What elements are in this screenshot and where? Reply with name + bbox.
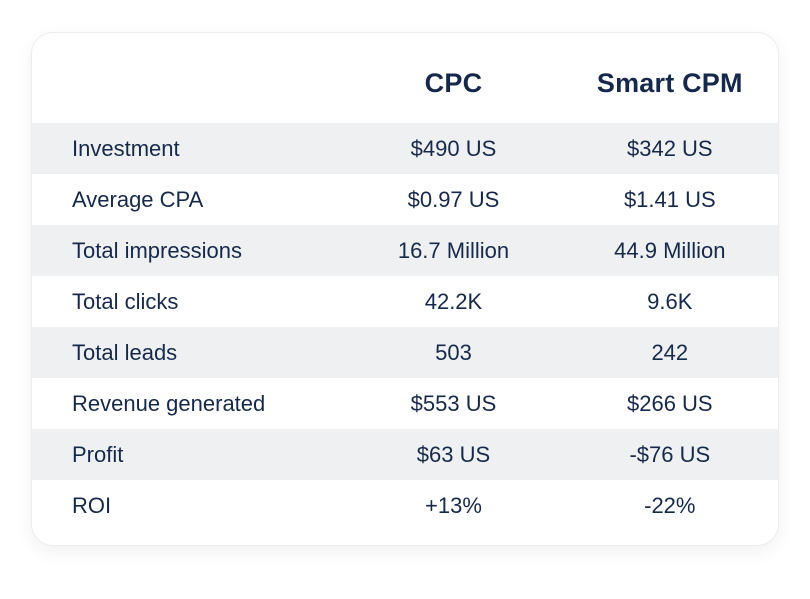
table-row: Total impressions 16.7 Million 44.9 Mill… [32, 225, 778, 276]
cpc-value: +13% [425, 492, 482, 518]
row-label: ROI [72, 492, 112, 518]
table-header-row: CPC Smart CPM [32, 43, 778, 123]
table-row: Revenue generated $553 US $266 US [32, 378, 778, 429]
cpc-value: 42.2K [424, 288, 483, 314]
row-label: Total leads [72, 339, 178, 365]
cpm-value: 44.9 Million [614, 237, 726, 263]
header-smart-cpm: Smart CPM [596, 67, 743, 98]
row-label: Total impressions [72, 237, 242, 263]
cpc-value: $0.97 US [407, 186, 500, 212]
cpm-value: -$76 US [629, 441, 711, 467]
table-row: Total leads 503 242 [32, 327, 778, 378]
row-label: Total clicks [72, 288, 179, 314]
row-label: Average CPA [72, 186, 204, 212]
header-cpc: CPC [424, 67, 483, 98]
table-row: Profit $63 US -$76 US [32, 429, 778, 480]
cpc-value: $490 US [410, 135, 497, 161]
table-row: Investment $490 US $342 US [32, 123, 778, 174]
cpm-value: $1.41 US [623, 186, 716, 212]
table-row: ROI +13% -22% [32, 480, 778, 531]
cpm-value: 9.6K [647, 288, 693, 314]
cpc-value: $553 US [410, 390, 497, 416]
cpm-value: $266 US [626, 390, 713, 416]
table-row: Total clicks 42.2K 9.6K [32, 276, 778, 327]
row-label: Revenue generated [72, 390, 266, 416]
comparison-table-card: CPC Smart CPM Investment $490 US $342 US… [31, 32, 779, 546]
cpm-value: 242 [651, 339, 689, 365]
cpm-value: $342 US [626, 135, 713, 161]
cpc-value: 503 [435, 339, 472, 365]
cpc-value: 16.7 Million [397, 237, 510, 263]
cpm-value: -22% [644, 492, 696, 518]
table-row: Average CPA $0.97 US $1.41 US [32, 174, 778, 225]
cpc-value: $63 US [416, 441, 491, 467]
row-label: Investment [72, 135, 180, 161]
row-label: Profit [72, 441, 124, 467]
